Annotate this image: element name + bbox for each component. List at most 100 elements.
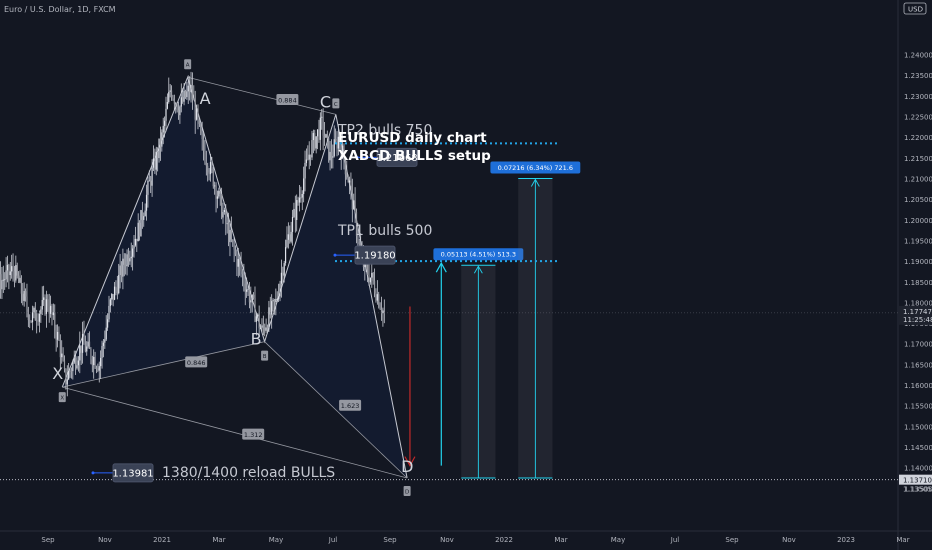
- candle-body: [164, 120, 166, 126]
- candle-body: [116, 287, 118, 294]
- level-text: TP2 bulls 750: [337, 122, 432, 138]
- candle-body: [243, 274, 245, 284]
- candle-body: [122, 258, 124, 277]
- candle-body: [248, 289, 251, 303]
- candle-body: [104, 339, 106, 343]
- candle-body: [236, 253, 238, 267]
- pattern-fill-bcd: [264, 114, 408, 479]
- candle-body: [65, 368, 67, 385]
- ratio-label: 1.623: [339, 399, 362, 411]
- candle-body: [259, 328, 262, 329]
- candle-body: [198, 119, 200, 124]
- candle-body: [161, 132, 163, 147]
- svg-text:A: A: [186, 63, 190, 69]
- candle-body: [112, 293, 114, 300]
- candle-body: [279, 283, 281, 297]
- candle-body: [2, 279, 4, 281]
- candle-body: [189, 85, 191, 93]
- candle-body: [190, 85, 192, 93]
- candle-body: [66, 379, 68, 385]
- candle-body: [372, 272, 374, 281]
- candle-body: [333, 139, 335, 157]
- pattern-diagonal: [62, 386, 408, 479]
- candle-body: [223, 209, 225, 213]
- candle-body: [45, 299, 48, 314]
- level-text: TP1 bulls 500: [337, 223, 432, 239]
- candle-body: [120, 265, 123, 277]
- candle-body: [5, 270, 7, 280]
- candle-body: [19, 277, 21, 283]
- candle-body: [15, 265, 17, 281]
- level-text: 1380/1400 reload BULLS: [162, 465, 335, 481]
- x-tick-label: Nov: [782, 536, 796, 544]
- candle-body: [215, 185, 217, 199]
- candle-body: [49, 305, 52, 314]
- red-down-arrow: [404, 306, 416, 467]
- annotation-line: XABCD BULLS setup: [338, 148, 491, 164]
- candle-body: [83, 333, 85, 345]
- candle-body: [130, 256, 132, 259]
- countdown-label: 11:25:48: [903, 316, 932, 324]
- candle-body: [233, 241, 235, 250]
- candle-body: [159, 138, 162, 147]
- projection-label: 0.05113 (4.51%) 513.3: [441, 251, 516, 259]
- candle-body: [68, 370, 70, 380]
- candle-body: [1, 280, 3, 290]
- candle-body: [40, 309, 42, 314]
- candle-body: [294, 208, 296, 220]
- candle-body: [141, 210, 143, 220]
- candle-body: [98, 366, 100, 371]
- candle-body: [22, 293, 24, 301]
- candle-body: [254, 297, 256, 322]
- candle-body: [105, 327, 107, 340]
- candle-body: [293, 208, 295, 217]
- candle-body: [272, 299, 274, 302]
- candle-body: [80, 345, 82, 353]
- svg-text:X: X: [52, 364, 63, 383]
- candle-body: [101, 345, 103, 358]
- svg-text:0.884: 0.884: [278, 96, 297, 104]
- candle-body: [230, 229, 232, 240]
- candle-body: [214, 185, 216, 187]
- candle-body: [29, 320, 31, 321]
- x-tick-label: Mar: [896, 536, 909, 544]
- candle-body: [73, 357, 75, 363]
- candle-body: [144, 210, 146, 217]
- candle-body: [346, 174, 348, 178]
- candle-body: [336, 139, 338, 149]
- last-price-label: 1.17747: [903, 308, 932, 316]
- candle-body: [257, 314, 259, 317]
- level-price-label: 1.19180: [354, 251, 395, 262]
- x-tick-label: Sep: [383, 536, 397, 544]
- x-tick-label: Nov: [440, 536, 454, 544]
- candle-body: [90, 348, 92, 360]
- candle-body: [202, 139, 205, 151]
- candle-body: [4, 279, 6, 281]
- candle-body: [69, 370, 71, 372]
- projection-label: 0.07216 (6.34%) 721.6: [498, 164, 573, 172]
- candle-body: [152, 158, 155, 168]
- candle-body: [312, 133, 314, 141]
- candle-body: [52, 312, 54, 316]
- y-tick-label: 1.14000: [904, 465, 932, 473]
- candle-body: [133, 245, 135, 249]
- x-tick-label: Mar: [212, 536, 225, 544]
- candle-body: [284, 247, 287, 264]
- candle-body: [325, 134, 327, 138]
- candle-body: [201, 133, 203, 140]
- pattern-point-b: BB: [251, 330, 269, 361]
- candle-body: [300, 197, 302, 199]
- candle-body: [348, 180, 351, 183]
- y-tick-label: 1.18500: [904, 279, 932, 287]
- candle-body: [282, 272, 284, 276]
- level-price-label: 1.13981: [112, 468, 153, 479]
- y-tick-label: 1.15000: [904, 423, 932, 431]
- candle-body: [106, 319, 109, 328]
- y-tick-label: 1.22500: [904, 113, 932, 121]
- candle-body: [373, 280, 376, 294]
- candle-body: [307, 159, 309, 161]
- candle-body: [318, 129, 320, 140]
- candle-body: [84, 344, 86, 352]
- chart-header: Euro / U.S. Dollar, 1D, FXCM: [4, 5, 116, 14]
